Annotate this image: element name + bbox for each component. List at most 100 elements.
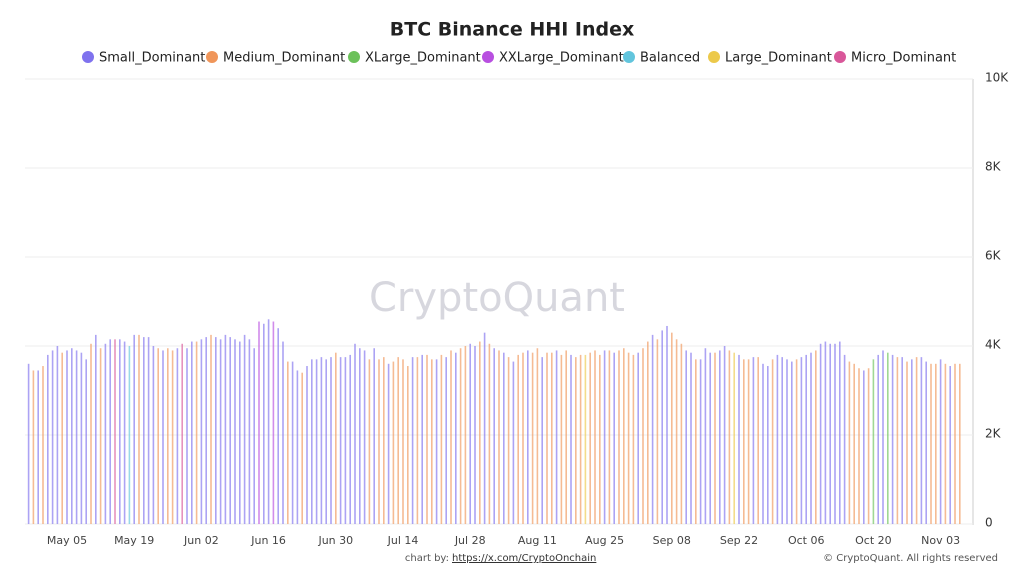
bar [623, 348, 625, 524]
bar [42, 366, 44, 524]
bar [570, 354, 572, 524]
bar [243, 334, 246, 524]
bar [954, 363, 956, 524]
bar [229, 337, 231, 524]
y-tick-label: 4K [985, 338, 1002, 352]
bar [469, 343, 471, 524]
bar [291, 361, 294, 524]
bar [891, 354, 894, 524]
bar [109, 339, 111, 524]
bar [306, 366, 308, 524]
legend-label: Medium_Dominant [223, 51, 345, 66]
bar [661, 330, 663, 524]
bar [282, 341, 284, 524]
chart-title: BTC Binance HHI Index [390, 19, 634, 41]
bar [387, 363, 390, 524]
bar [162, 350, 164, 524]
bar [263, 323, 265, 524]
x-tick-label: Jun 02 [183, 534, 219, 547]
bar [834, 343, 836, 524]
copyright: © CryptoQuant. All rights reserved [823, 553, 998, 564]
bar [858, 368, 860, 524]
bar [776, 354, 779, 524]
bar [498, 350, 500, 524]
bar [320, 357, 323, 524]
bar [488, 343, 491, 524]
bar [536, 348, 539, 524]
bar [589, 352, 591, 524]
legend-label: XXLarge_Dominant [499, 51, 624, 66]
bar [791, 361, 793, 524]
legend-marker [482, 51, 494, 63]
bar [603, 350, 606, 524]
bar [301, 372, 303, 524]
x-tick-label: Aug 11 [518, 534, 557, 547]
legend-marker [206, 51, 218, 63]
bar [930, 363, 932, 524]
legend-item: Small_Dominant [82, 51, 205, 66]
bar [99, 348, 102, 524]
bar [925, 361, 927, 524]
x-tick-label: Sep 08 [653, 534, 691, 547]
legend-label: Micro_Dominant [851, 51, 956, 66]
bar [219, 339, 222, 524]
bar [27, 363, 30, 524]
bar [531, 352, 534, 524]
bar [47, 354, 49, 524]
bar [680, 343, 683, 524]
bar [383, 357, 385, 524]
bar [503, 352, 505, 524]
bar [119, 339, 121, 524]
legend-item: XLarge_Dominant [348, 51, 481, 66]
x-tick-label: Jul 14 [387, 534, 419, 547]
bar [339, 357, 342, 524]
bar [416, 357, 419, 524]
bar [167, 348, 169, 524]
bar [421, 354, 423, 524]
bar [767, 366, 769, 524]
bar [632, 354, 635, 524]
footer-link[interactable]: https://x.com/CryptoOnchain [452, 553, 596, 564]
bar [887, 352, 889, 524]
bar [459, 348, 462, 524]
bar [143, 337, 145, 524]
bar [608, 350, 611, 524]
bar [752, 357, 755, 524]
bar [685, 350, 687, 524]
legend-marker [708, 51, 720, 63]
legend-item: Balanced [623, 51, 700, 66]
y-tick-label: 0 [985, 516, 993, 530]
bar [522, 352, 524, 524]
x-tick-label: May 05 [47, 534, 87, 547]
bar [191, 341, 193, 524]
bar [479, 341, 481, 524]
bar [599, 354, 601, 524]
bar [743, 359, 745, 524]
bar [104, 343, 107, 524]
bar [171, 350, 174, 524]
bar [709, 352, 711, 524]
bar [944, 363, 947, 524]
bar [853, 363, 855, 524]
bar [704, 348, 707, 524]
bar [248, 339, 251, 524]
bar [426, 354, 428, 524]
bar [32, 370, 35, 524]
bar [939, 359, 942, 524]
bar [464, 346, 467, 524]
bar [363, 350, 366, 524]
bar [215, 337, 217, 524]
bar [935, 363, 937, 524]
legend-item: Large_Dominant [708, 51, 832, 66]
y-tick-label: 8K [985, 160, 1002, 174]
bar [349, 354, 351, 524]
bar [407, 366, 409, 524]
legend-marker [348, 51, 360, 63]
bar [690, 352, 692, 524]
bar [666, 325, 668, 524]
bar [267, 319, 270, 524]
footer-prefix: chart by: [405, 553, 449, 564]
bar [896, 357, 899, 524]
bar [80, 352, 83, 524]
